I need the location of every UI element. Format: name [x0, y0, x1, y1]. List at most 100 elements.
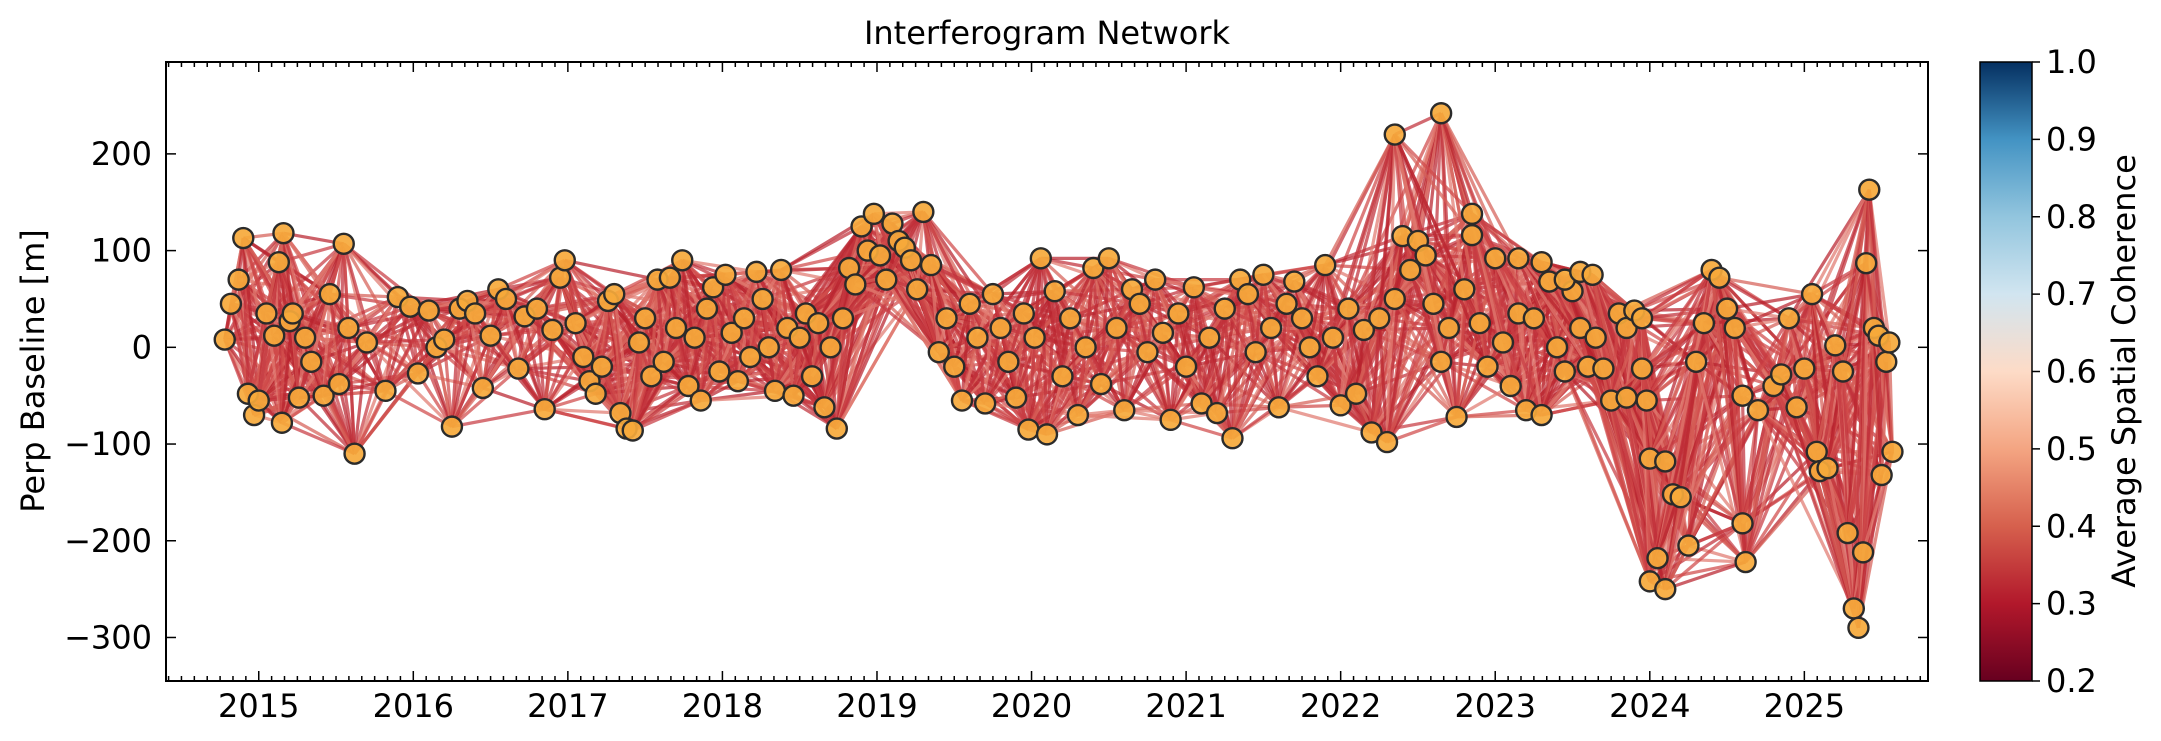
- network-edge: [1645, 269, 1714, 402]
- acquisition-point: [1043, 280, 1066, 303]
- network-edge: [1099, 258, 1111, 385]
- acquisition-point: [1851, 541, 1875, 564]
- acquisition-point: [757, 336, 780, 359]
- acquisition-point: [1437, 316, 1461, 340]
- acquisition-point: [572, 345, 595, 369]
- x-axis: 2015 2016 2017 2018 2019 2020 2021 2022 2023 2024…: [167, 62, 1922, 725]
- acquisition-point: [763, 379, 787, 403]
- colorbar-tick-label: 0.8: [2046, 198, 2097, 236]
- acquisition-point: [267, 251, 291, 274]
- network-edge: [983, 294, 995, 404]
- acquisition-point: [564, 311, 587, 335]
- acquisition-point: [621, 419, 644, 442]
- acquisition-point: [590, 355, 614, 378]
- acquisition-point: [1854, 251, 1878, 275]
- acquisition-point: [1460, 202, 1484, 226]
- acquisition-point: [494, 287, 518, 311]
- acquisition-point: [683, 326, 706, 349]
- acquisition-point: [343, 442, 366, 465]
- network-edge: [1787, 318, 1799, 408]
- acquisition-point: [1870, 463, 1893, 487]
- network-edge: [921, 211, 987, 404]
- acquisition-point: [1836, 521, 1859, 545]
- acquisition-point: [1314, 253, 1337, 277]
- network-edge: [785, 327, 796, 396]
- acquisition-point: [800, 365, 824, 388]
- acquisition-point: [1151, 321, 1175, 345]
- acquisition-point: [927, 340, 951, 364]
- acquisition-point: [1143, 268, 1167, 291]
- acquisition-point: [1878, 331, 1901, 354]
- acquisition-point: [973, 392, 997, 415]
- acquisition-point: [1429, 350, 1453, 374]
- acquisition-point: [399, 295, 422, 318]
- acquisition-point: [1321, 326, 1345, 349]
- acquisition-point: [1824, 334, 1847, 357]
- colorbar-axis: 0.2 0.3 0.4 0.5 0.6 0.7 0.8 0.9 1.0: [2032, 43, 2097, 700]
- network-edge: [1068, 318, 1080, 416]
- network-edge: [337, 383, 357, 455]
- acquisition-point: [1051, 365, 1074, 388]
- acquisition-point: [332, 232, 355, 256]
- acquisition-point: [463, 302, 487, 325]
- acquisition-point: [1476, 355, 1499, 378]
- network-edge: [1308, 133, 1397, 348]
- network-edge: [1393, 298, 1459, 418]
- acquisition-point: [1259, 316, 1283, 340]
- network-edge: [564, 258, 658, 282]
- acquisition-point: [287, 386, 311, 409]
- acquisition-point: [255, 302, 278, 325]
- network-edge: [1744, 410, 1760, 563]
- y-axis-label: Perp Baseline [m]: [14, 229, 52, 512]
- acquisition-point: [1422, 292, 1445, 315]
- x-tick-label: 2021: [1145, 687, 1226, 725]
- acquisition-point: [1684, 350, 1708, 374]
- acquisition-point: [1731, 512, 1754, 535]
- acquisition-point: [213, 328, 236, 351]
- acquisition-point: [1842, 597, 1866, 620]
- network-edge: [518, 367, 590, 383]
- network-edge: [915, 211, 925, 290]
- acquisition-point: [507, 357, 530, 380]
- network-edge: [346, 327, 357, 454]
- acquisition-point: [1654, 577, 1677, 601]
- network-edge: [884, 278, 964, 402]
- x-tick-label: 2024: [1609, 687, 1690, 725]
- x-tick-label: 2015: [218, 687, 299, 725]
- acquisition-point: [1468, 311, 1491, 335]
- acquisition-point: [1635, 389, 1658, 412]
- chart-title: Interferogram Network: [864, 14, 1231, 52]
- network-edge: [1733, 327, 1760, 411]
- network-edge: [649, 279, 660, 377]
- x-tick-label: 2019: [836, 687, 917, 725]
- acquisition-point: [1012, 302, 1036, 325]
- acquisition-point: [1530, 251, 1553, 274]
- acquisition-point: [1507, 247, 1530, 270]
- network-edge: [1400, 112, 1443, 237]
- network-edge: [543, 322, 578, 410]
- colorbar-tick-label: 0.9: [2046, 120, 2097, 158]
- network-edge: [535, 308, 547, 410]
- network-edge: [1145, 279, 1157, 353]
- network-edge: [1346, 112, 1443, 310]
- acquisition-point: [1298, 336, 1321, 359]
- network-edge: [450, 313, 477, 427]
- acquisition-point: [262, 324, 286, 347]
- acquisition-point: [1174, 355, 1198, 378]
- acquisition-point: [1306, 365, 1329, 388]
- network-edge: [1346, 134, 1397, 310]
- network-edge: [922, 210, 995, 296]
- x-tick-label: 2016: [373, 687, 454, 725]
- x-tick-label: 2023: [1455, 687, 1536, 725]
- acquisition-point: [671, 249, 694, 272]
- acquisition-point: [745, 260, 768, 284]
- network-edge: [544, 407, 621, 415]
- network-edge: [1833, 262, 1868, 346]
- network-edge: [1315, 264, 1327, 377]
- acquisition-point: [1414, 244, 1437, 267]
- acquisition-point: [479, 324, 502, 347]
- acquisition-point: [1017, 418, 1040, 441]
- y-axis: −300 −200 −100 0 100 200: [64, 135, 1928, 656]
- network-edge: [1718, 276, 1790, 320]
